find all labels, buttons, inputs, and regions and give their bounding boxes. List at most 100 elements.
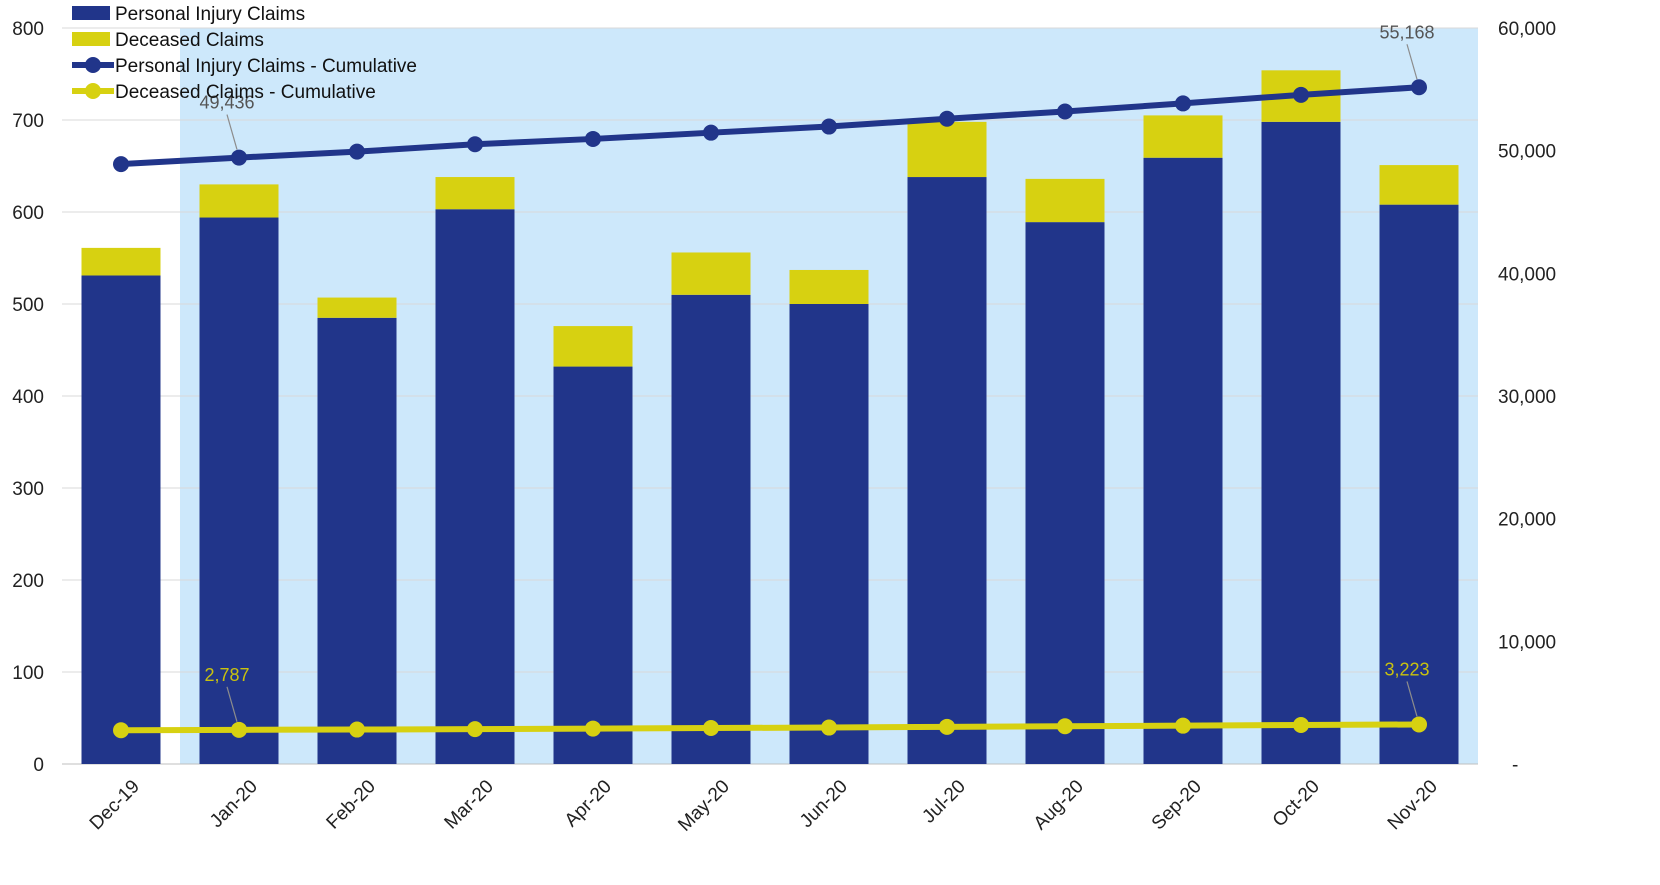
x-axis-tick: Jul-20 <box>918 776 969 827</box>
line-personal-injury-cumulative-point <box>1175 95 1191 112</box>
line-deceased-cumulative-point <box>113 722 129 739</box>
bar-personal-injury <box>1379 204 1459 764</box>
data-label-leader <box>226 114 238 150</box>
bars <box>81 70 1459 765</box>
data-label-leader <box>1406 681 1418 717</box>
data-label: 49,436 <box>199 93 254 113</box>
left-axis-tick: 500 <box>12 295 44 316</box>
line-personal-injury-cumulative-point <box>1293 86 1309 103</box>
x-axis-tick: Jan-20 <box>206 776 262 832</box>
x-axis-tick: Jun-20 <box>796 776 852 832</box>
legend-swatch-deceased <box>72 32 110 46</box>
left-axis-tick: 800 <box>12 19 44 40</box>
gridlines <box>62 27 1478 765</box>
bar-deceased <box>553 326 633 367</box>
x-axis-tick: Dec-19 <box>86 776 144 834</box>
line-deceased-cumulative-point <box>231 721 247 738</box>
legend-entry: Personal Injury Claims <box>115 4 305 25</box>
line-personal-injury-cumulative-point <box>467 136 483 153</box>
line-personal-injury-cumulative-point <box>821 118 837 135</box>
line-personal-injury-cumulative-point <box>113 156 129 173</box>
bar-deceased <box>435 177 515 210</box>
line-deceased-cumulative <box>120 721 1420 734</box>
right-axis-tick: 60,000 <box>1498 19 1556 40</box>
data-label-leader <box>226 686 238 722</box>
legend-swatch-personal-injury <box>72 6 110 20</box>
right-axis-tick: 30,000 <box>1498 387 1556 408</box>
data-label-leader <box>1406 44 1418 80</box>
line-deceased-cumulative-point <box>349 721 365 738</box>
x-axis-tick: Oct-20 <box>1269 776 1324 831</box>
line-personal-injury-cumulative-point <box>939 110 955 127</box>
bar-deceased <box>199 184 279 218</box>
left-axis-tick: 0 <box>33 755 44 776</box>
line-personal-injury-cumulative-point <box>231 149 247 166</box>
line-personal-injury-cumulative-point <box>349 143 365 160</box>
bar-personal-injury <box>317 317 397 764</box>
bar-personal-injury <box>671 294 751 764</box>
line-deceased-cumulative-point <box>1411 716 1427 733</box>
x-axis-tick: Aug-20 <box>1030 776 1088 834</box>
bar-deceased <box>907 121 987 178</box>
line-deceased-cumulative-point <box>703 720 719 737</box>
bar-deceased <box>1379 165 1459 205</box>
bar-personal-injury <box>81 275 161 764</box>
bar-personal-injury <box>1143 157 1223 765</box>
bar-deceased <box>81 247 161 276</box>
data-label: 3,223 <box>1384 659 1429 679</box>
right-axis-tick: - <box>1512 755 1518 776</box>
data-label: 2,787 <box>204 665 249 685</box>
line-deceased-cumulative-point <box>821 719 837 736</box>
left-axis-tick: 700 <box>12 111 44 132</box>
legend: Personal Injury Claims Deceased Claims Per… <box>72 4 417 103</box>
line-deceased-cumulative-point <box>1175 717 1191 734</box>
legend-entry: Deceased Claims - Cumulative <box>115 82 376 103</box>
data-labels: 49,436 55,168 2,787 3,223 <box>199 22 1435 722</box>
line-deceased-cumulative-point <box>939 718 955 735</box>
legend-entry: Personal Injury Claims - Cumulative <box>115 56 417 77</box>
x-axis: Dec-19 Jan-20 Feb-20 Mar-20 Apr-20 May-20 Jun-… <box>86 776 1442 836</box>
left-axis-tick: 400 <box>12 387 44 408</box>
left-axis: 0 100 200 300 400 500 600 700 800 <box>12 19 44 776</box>
left-axis-tick: 600 <box>12 203 44 224</box>
left-axis-tick: 200 <box>12 571 44 592</box>
x-axis-tick: Mar-20 <box>441 776 498 833</box>
x-axis-tick: Feb-20 <box>323 776 380 833</box>
line-personal-injury-cumulative <box>120 84 1420 168</box>
line-personal-injury-cumulative-point <box>1411 79 1427 96</box>
legend-marker <box>85 83 101 99</box>
bar-personal-injury <box>199 217 279 764</box>
left-axis-tick: 100 <box>12 663 44 684</box>
line-personal-injury-cumulative-point <box>585 130 601 147</box>
right-axis: - 10,000 20,000 30,000 40,000 50,000 60,000 <box>1498 19 1556 776</box>
bar-personal-injury <box>789 304 869 764</box>
bar-deceased <box>317 297 397 318</box>
bar-personal-injury <box>907 177 987 765</box>
legend-entry: Deceased Claims <box>115 30 264 51</box>
bar-personal-injury <box>1261 121 1341 765</box>
bar-personal-injury <box>435 209 515 765</box>
right-axis-tick: 40,000 <box>1498 264 1556 285</box>
line-deceased-cumulative-point <box>1057 718 1073 735</box>
bar-deceased <box>1143 115 1223 158</box>
line-personal-injury-cumulative-point <box>1057 103 1073 120</box>
cumulative-lines <box>113 79 1427 739</box>
right-axis-tick: 20,000 <box>1498 510 1556 531</box>
bar-deceased <box>671 252 751 295</box>
left-axis-tick: 300 <box>12 479 44 500</box>
x-axis-tick: May-20 <box>674 776 734 836</box>
bar-deceased <box>789 269 869 304</box>
right-axis-tick: 10,000 <box>1498 632 1556 653</box>
x-axis-tick: Nov-20 <box>1384 776 1442 834</box>
right-axis-tick: 50,000 <box>1498 142 1556 163</box>
bar-personal-injury <box>1025 222 1105 764</box>
bar-deceased <box>1025 178 1105 223</box>
line-deceased-cumulative-point <box>467 721 483 738</box>
data-label: 55,168 <box>1379 22 1434 42</box>
x-axis-tick: Sep-20 <box>1148 776 1206 834</box>
legend-marker <box>85 57 101 73</box>
x-axis-tick: Apr-20 <box>561 776 616 831</box>
bar-personal-injury <box>553 366 633 764</box>
line-personal-injury-cumulative-point <box>703 124 719 141</box>
line-deceased-cumulative-point <box>585 720 601 737</box>
